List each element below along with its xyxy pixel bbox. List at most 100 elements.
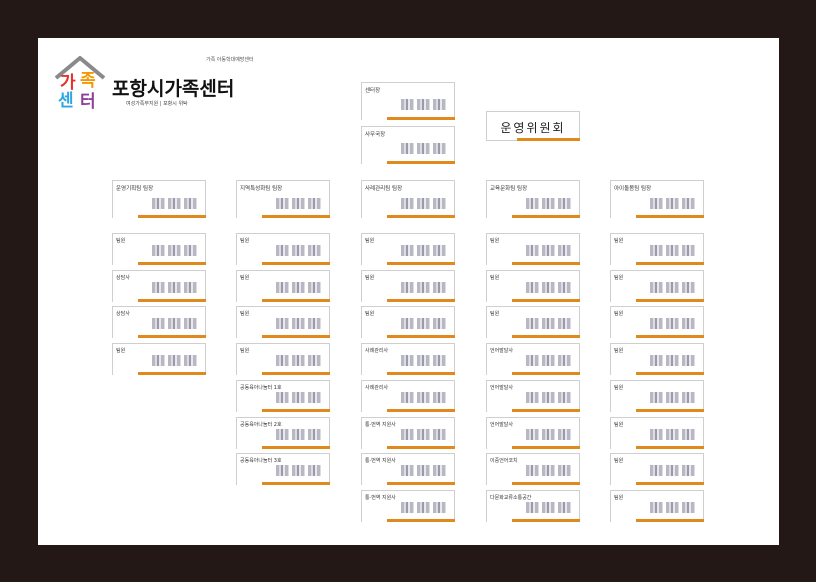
team-member-role: 팀원 <box>490 311 500 318</box>
team-member-role: 통·번역 지원사 <box>365 494 396 501</box>
team-member-role: 팀원 <box>116 238 126 244</box>
team-member-box: 팀원 <box>236 269 330 302</box>
secretary-general-box: 사무국장 <box>361 126 455 164</box>
team-member-box: 공동육아나눔터 1호 <box>236 379 330 412</box>
name-blur <box>401 143 446 154</box>
team-member-role: 팀원 <box>614 348 624 355</box>
name-blur <box>276 318 321 330</box>
center-director-box: 센터장 <box>361 82 455 120</box>
name-blur <box>526 355 571 367</box>
brand-mark: 가족 아동학대예방센터 <box>206 57 254 63</box>
team-member-box: 이중언어코치 <box>486 453 580 486</box>
svg-text:센: 센 <box>58 91 74 110</box>
name-blur <box>526 281 571 293</box>
team-member-box: 팀원 <box>610 489 704 522</box>
team-member-box: 팀원 <box>610 306 704 339</box>
team-member-box: 언어발달사 <box>486 379 580 412</box>
team-member-box: 팀원 <box>610 453 704 486</box>
team-head-label: 교육문화팀 팀장 <box>490 186 528 192</box>
team-member-role: 팀원 <box>614 274 624 281</box>
team-member-role: 언어발달사 <box>490 384 514 391</box>
svg-text:터: 터 <box>80 92 96 110</box>
name-blur <box>401 428 446 440</box>
team-head-label: 지역특성화팀 팀장 <box>240 186 283 192</box>
team-member-box: 사례관리사 <box>361 379 455 412</box>
name-blur <box>526 501 571 513</box>
center-subtitle: 여성가족부지원 | 포항시 위탁 <box>126 101 188 107</box>
team-member-role: 통·번역 지원사 <box>365 421 396 428</box>
team-member-role: 팀원 <box>490 238 500 244</box>
team-head-box: 교육문화팀 팀장 <box>486 180 580 218</box>
team-head-label: 사례관리팀 팀장 <box>365 186 403 192</box>
team-member-role: 팀원 <box>365 238 375 244</box>
name-blur <box>650 198 695 209</box>
name-blur <box>152 245 197 256</box>
team-head-box: 사례관리팀 팀장 <box>361 180 455 218</box>
team-member-role: 팀원 <box>614 238 624 244</box>
svg-text:족: 족 <box>80 71 96 91</box>
team-member-role: 팀원 <box>614 311 624 318</box>
team-member-role: 이중언어코치 <box>490 458 518 465</box>
team-member-box: 팀원 <box>610 233 704 265</box>
team-member-role: 팀원 <box>614 421 624 428</box>
team-head-box: 지역특성화팀 팀장 <box>236 180 330 218</box>
team-member-role: 통·번역 지원사 <box>365 458 396 465</box>
team-member-box: 통·번역 지원사 <box>361 416 455 449</box>
team-member-box: 팀원 <box>361 306 455 339</box>
name-blur <box>526 428 571 440</box>
team-member-role: 팀원 <box>240 238 250 244</box>
name-blur <box>401 465 446 477</box>
name-blur <box>401 281 446 293</box>
team-member-role: 사례관리사 <box>365 384 389 391</box>
name-blur <box>650 355 695 367</box>
team-head-label: 운영기획팀 팀장 <box>116 186 154 192</box>
team-member-box: 사례관리사 <box>361 343 455 376</box>
team-member-box: 팀원 <box>486 233 580 265</box>
name-blur <box>650 428 695 440</box>
team-member-box: 공동육아나눔터 2호 <box>236 416 330 449</box>
secretary-general-label: 사무국장 <box>365 132 386 138</box>
team-member-role: 팀원 <box>365 311 375 318</box>
steering-committee-label: 운영위원회 <box>500 121 566 135</box>
name-blur <box>152 318 197 330</box>
team-member-role: 팀원 <box>240 348 250 355</box>
name-blur <box>526 465 571 477</box>
team-member-box: 팀원 <box>610 269 704 302</box>
team-head-box: 운영기획팀 팀장 <box>112 180 206 218</box>
team-member-box: 팀원 <box>486 269 580 302</box>
team-member-box: 상담사 <box>112 306 206 339</box>
team-member-box: 팀원 <box>610 379 704 412</box>
name-blur <box>401 391 446 403</box>
team-member-box: 통·번역 지원사 <box>361 453 455 486</box>
team-member-box: 팀원 <box>361 269 455 302</box>
name-blur <box>401 355 446 367</box>
name-blur <box>401 245 446 256</box>
name-blur <box>276 428 321 440</box>
name-blur <box>650 245 695 256</box>
center-director-label: 센터장 <box>365 88 381 94</box>
svg-text:가: 가 <box>60 73 76 93</box>
name-blur <box>276 198 321 209</box>
name-blur <box>152 198 197 209</box>
team-member-box: 팀원 <box>236 306 330 339</box>
name-blur <box>650 318 695 330</box>
team-member-box: 팀원 <box>610 416 704 449</box>
org-chart-board: 가 족 센 터 포항시가족센터 여성가족부지원 | 포항시 위탁 가족 아동학대… <box>38 38 779 545</box>
name-blur <box>526 391 571 403</box>
name-blur <box>276 465 321 477</box>
team-member-role: 상담사 <box>116 311 130 318</box>
name-blur <box>276 245 321 256</box>
house-logo-icon: 가 족 센 터 <box>54 56 106 110</box>
team-member-role: 언어발달사 <box>490 348 514 355</box>
team-member-box: 팀원 <box>112 343 206 376</box>
name-blur <box>650 281 695 293</box>
team-member-role: 팀원 <box>116 348 126 355</box>
name-blur <box>401 198 446 209</box>
team-member-box: 통·번역 지원사 <box>361 489 455 522</box>
team-member-box: 팀원 <box>236 233 330 265</box>
team-member-box: 팀원 <box>112 233 206 265</box>
name-blur <box>526 318 571 330</box>
team-member-role: 공동육아나눔터 3호 <box>240 458 282 465</box>
name-blur <box>276 355 321 367</box>
team-member-box: 팀원 <box>486 306 580 339</box>
